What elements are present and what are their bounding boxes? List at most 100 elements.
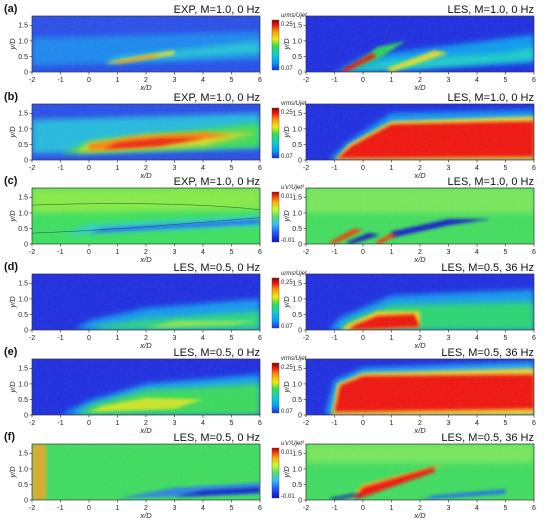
x-tick-label: 3: [447, 335, 451, 342]
x-tick-label: 2: [144, 335, 148, 342]
x-tick-label: 1: [390, 420, 394, 427]
x-axis-label: x/D: [139, 426, 152, 435]
x-axis-label: x/D: [139, 341, 152, 350]
x-tick-label: -1: [57, 249, 63, 256]
x-tick-label: 5: [230, 249, 234, 256]
y-tick-label: 1.5: [292, 111, 302, 118]
x-tick-label: -1: [331, 420, 337, 427]
x-tick-label: 4: [475, 165, 479, 172]
x-tick-label: -2: [303, 335, 309, 342]
colorbar-gradient: [271, 191, 280, 243]
x-tick-label: 0: [361, 505, 365, 512]
y-tick-label: 1.0: [292, 466, 302, 473]
contour-field: [306, 16, 534, 72]
x-tick-label: 3: [447, 249, 451, 256]
x-tick-label: 5: [504, 420, 508, 427]
colorbar-label: vrms/Ujet: [281, 356, 307, 362]
colorbar-max: 0.25: [281, 110, 293, 116]
y-tick-label: 0.5: [18, 312, 28, 319]
right-panel: -2 -1 0 1 2 3 4 5 6 0 0.5 1.0 1.5 x/D y/D LES, M=1.0, 0…: [282, 176, 536, 264]
panel-title: LES, M=0.5, 36 Hz: [441, 432, 534, 444]
x-tick-label: 1: [116, 505, 120, 512]
y-tick-label: 0.5: [292, 54, 302, 61]
x-tick-label: 5: [230, 505, 234, 512]
x-tick-label: 2: [418, 77, 422, 84]
x-tick-label: -1: [57, 165, 63, 172]
y-tick-label: 1.0: [18, 466, 28, 473]
x-tick-label: 2: [144, 165, 148, 172]
contour-field: [306, 444, 534, 500]
x-tick-label: 4: [201, 77, 205, 84]
y-tick-label: 1.0: [292, 296, 302, 303]
x-tick-label: 3: [447, 420, 451, 427]
x-tick-label: -2: [303, 77, 309, 84]
y-tick-label: 1.0: [18, 296, 28, 303]
x-tick-label: 6: [258, 165, 262, 172]
y-tick-label: 0: [24, 69, 28, 76]
x-tick-label: 0: [361, 335, 365, 342]
x-tick-label: 6: [532, 77, 536, 84]
x-tick-label: 5: [504, 249, 508, 256]
y-tick-label: 1.0: [18, 381, 28, 388]
contour-field: [32, 104, 260, 160]
y-tick-label: 1.5: [292, 451, 302, 458]
right-panel: -2 -1 0 1 2 3 4 5 6 0 0.5 1.0 1.5 x/D y/D LES, M=1.0, 0…: [282, 4, 536, 92]
colorbar-gradient: [271, 447, 280, 499]
x-axis-label: x/D: [413, 426, 426, 435]
x-tick-label: 2: [418, 249, 422, 256]
x-tick-label: -1: [331, 505, 337, 512]
y-tick-label: 1.5: [18, 195, 28, 202]
x-axis-label: x/D: [413, 255, 426, 264]
y-axis-label: y/D: [282, 381, 291, 394]
contour-field: [32, 359, 260, 415]
x-tick-label: -2: [29, 335, 35, 342]
x-tick-label: 6: [258, 420, 262, 427]
x-tick-label: 3: [173, 335, 177, 342]
y-axis-label: y/D: [8, 381, 17, 394]
x-tick-label: 6: [258, 77, 262, 84]
x-tick-label: 0: [87, 77, 91, 84]
y-tick-label: 0: [298, 241, 302, 248]
y-tick-label: 1.5: [292, 195, 302, 202]
x-tick-label: 4: [475, 249, 479, 256]
colorbar-min: 0.07: [281, 66, 293, 72]
y-tick-label: 0.5: [292, 482, 302, 489]
x-tick-label: -1: [331, 249, 337, 256]
x-tick-label: -2: [303, 420, 309, 427]
x-tick-label: -2: [29, 420, 35, 427]
x-tick-label: 4: [475, 77, 479, 84]
y-tick-label: 0.5: [292, 226, 302, 233]
y-tick-label: 0: [24, 241, 28, 248]
x-tick-label: 5: [504, 77, 508, 84]
left-panel: -2 -1 0 1 2 3 4 5 6 0 0.5 1.0 1.5 x/D y/D LES, M=0.5, 0…: [8, 347, 262, 435]
x-tick-label: -1: [57, 77, 63, 84]
x-tick-label: 3: [173, 165, 177, 172]
row-label: (a): [4, 3, 18, 15]
colorbar-min: -0.01: [281, 238, 295, 244]
left-panel: -2 -1 0 1 2 3 4 5 6 0 0.5 1.0 1.5 x/D y/D LES, M=0.5, 0…: [8, 262, 262, 350]
y-tick-label: 1.5: [18, 23, 28, 30]
y-tick-label: 0: [298, 157, 302, 164]
x-tick-label: 1: [116, 165, 120, 172]
x-tick-label: 0: [87, 249, 91, 256]
colorbar-label: u′v′/Ujet²: [281, 185, 305, 191]
colorbar-max: 0.01: [281, 194, 293, 200]
x-tick-label: 6: [258, 505, 262, 512]
colorbar-max: 0.25: [281, 22, 293, 28]
x-axis-label: x/D: [139, 255, 152, 264]
x-tick-label: 0: [361, 77, 365, 84]
contour-field: [32, 188, 260, 244]
figure-row: (d) -2 -1 0 1 2 3 4 5 6 0 0.5 1.0 1.5 x/D y/D LES, M=0.5…: [4, 261, 536, 350]
colorbar-gradient: [271, 19, 280, 71]
contour-field: [32, 444, 260, 500]
x-tick-label: 2: [144, 505, 148, 512]
contour-field: [32, 274, 260, 330]
y-axis-label: y/D: [8, 466, 17, 479]
x-tick-label: 4: [201, 335, 205, 342]
x-tick-label: 4: [201, 420, 205, 427]
y-tick-label: 1.5: [292, 366, 302, 373]
x-tick-label: 3: [447, 77, 451, 84]
y-axis-label: y/D: [8, 38, 17, 51]
x-tick-label: 0: [361, 420, 365, 427]
